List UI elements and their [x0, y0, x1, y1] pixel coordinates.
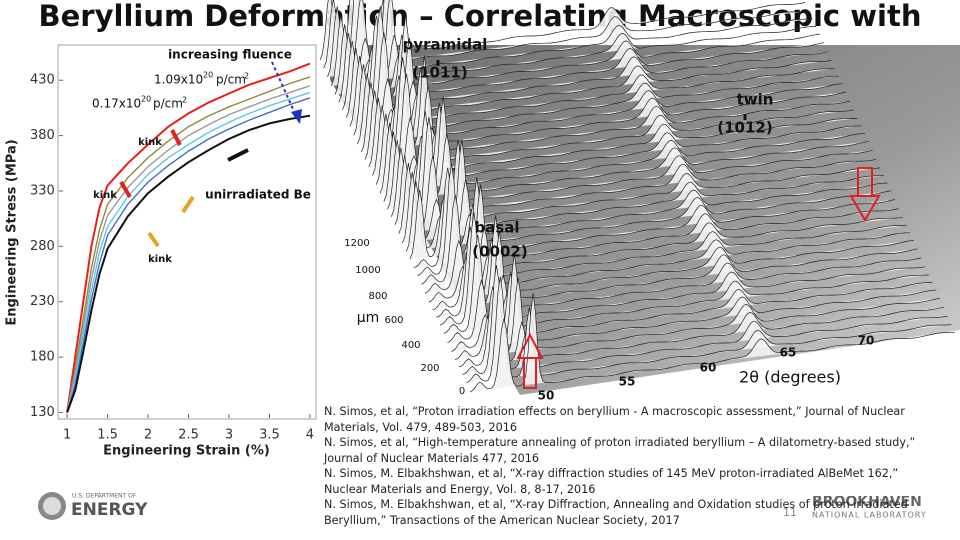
annotation: kink — [138, 137, 162, 148]
x-tick-label: 4 — [306, 428, 314, 443]
peak-tick — [436, 60, 440, 66]
reference: N. Simos, et al, “High-temperature annea… — [324, 436, 916, 465]
annotation: p/cm — [216, 73, 246, 87]
diffraction-label: (1012) — [717, 119, 772, 137]
kink-arrow — [227, 148, 249, 162]
diffraction-ridge — [462, 264, 948, 375]
footer: U.S. DEPARTMENT OF ENERGY BROOKHAVEN NAT… — [38, 492, 927, 520]
doe-small: U.S. DEPARTMENT OF — [72, 493, 137, 500]
diffraction-label: basal — [474, 219, 519, 237]
diffraction-ridge — [424, 232, 910, 294]
diffraction-label: pyramidal — [403, 36, 488, 54]
depth-tick-label: 1200 — [344, 238, 369, 249]
stress-strain-curve — [66, 97, 311, 413]
x-tick-label: 1.5 — [97, 428, 118, 443]
annotation: 2 — [182, 96, 187, 105]
diffraction-ridge — [458, 286, 944, 368]
annotation: unirradiated Be — [205, 188, 311, 202]
annotation: 20 — [203, 71, 213, 80]
y-tick-label: 430 — [30, 73, 55, 88]
kink-arrow — [119, 180, 132, 199]
slide-title: Beryllium Deformation – Correlating Macr… — [39, 0, 922, 33]
stress-strain-curve — [66, 114, 311, 413]
angle-tick-label: 60 — [700, 361, 717, 375]
fluence-arrow — [271, 61, 298, 119]
annotation: kink — [93, 190, 117, 201]
reference: N. Simos, et al, “Proton irradiation eff… — [324, 405, 905, 434]
diffraction-label: (1011) — [412, 64, 467, 82]
y-tick-label: 280 — [30, 239, 55, 254]
x-tick-label: 3 — [225, 428, 233, 443]
diffraction-label: 2θ (degrees) — [739, 368, 841, 387]
kink-arrow — [170, 129, 182, 146]
annotation: increasing fluence — [168, 48, 292, 62]
annotation: 0.17x10 — [92, 97, 141, 111]
arrow-head — [849, 195, 881, 222]
diffraction-ridge — [353, 64, 839, 136]
page-number: 11 — [783, 506, 797, 519]
bnl-name: BROOKHAVEN — [812, 494, 922, 510]
fluence-arrowhead — [291, 109, 302, 124]
reference: N. Simos, M. Elbakhshwan, et al, “X-ray … — [324, 467, 899, 496]
arrow-head — [516, 332, 544, 359]
annotation: kink — [148, 254, 172, 265]
depth-tick-label: 400 — [401, 340, 420, 351]
x-tick-label: 1 — [63, 428, 71, 443]
angle-tick-label: 50 — [538, 389, 555, 403]
y-tick-label: 380 — [30, 128, 55, 143]
angle-tick-label: 70 — [858, 334, 875, 348]
stress-strain-curve — [66, 85, 311, 413]
x-tick-label: 3.5 — [259, 428, 280, 443]
x-axis-label: Engineering Strain (%) — [103, 444, 270, 459]
kink-arrow — [181, 195, 195, 214]
annotation: 2 — [244, 72, 249, 81]
diffraction-label: µm — [357, 310, 380, 326]
y-tick-label: 130 — [30, 405, 55, 420]
depth-tick-label: 0 — [459, 386, 465, 397]
plot-area — [57, 44, 317, 420]
diffraction-label: twin — [737, 91, 774, 109]
diffraction-image: pyramidal (1011) twin (1012) basal (0002) µm 2θ… — [319, 0, 960, 403]
angle-tick-label: 55 — [619, 375, 636, 389]
bnl-sub: NATIONAL LABORATORY — [812, 511, 927, 520]
y-tick-label: 230 — [30, 294, 55, 309]
annotation: 20 — [141, 95, 151, 104]
depth-tick-label: 1000 — [355, 265, 380, 276]
depth-tick-label: 800 — [368, 291, 387, 302]
diffraction-ridge — [469, 293, 955, 393]
doe-name: ENERGY — [71, 500, 148, 520]
references: N. Simos, et al, “Proton irradiation eff… — [324, 404, 936, 527]
angle-tick-label: 65 — [780, 346, 797, 360]
y-tick-label: 330 — [30, 183, 55, 198]
stress-strain-curve — [66, 76, 311, 413]
diffraction-ridge — [372, 73, 858, 176]
annotation: 1.09x10 — [154, 73, 203, 87]
y-tick-label: 180 — [30, 350, 55, 365]
kink-arrow — [147, 231, 160, 248]
diffraction-ridge — [334, 24, 821, 95]
y-axis-label: Engineering Stress (MPa) — [5, 139, 20, 325]
x-tick-label: 2.5 — [178, 428, 199, 443]
x-tick-label: 2 — [144, 428, 152, 443]
depth-tick-label: 600 — [384, 315, 403, 326]
diffraction-ridge — [443, 234, 929, 334]
peak-tick — [743, 114, 747, 120]
diffraction-ridge — [466, 276, 952, 384]
doe-seal-inner — [43, 497, 61, 515]
stress-strain-curve — [66, 62, 311, 413]
diffraction-label: (0002) — [472, 243, 527, 261]
reference: N. Simos, M. Elbakhshwan, et al, “X-ray … — [324, 498, 908, 527]
stress-strain-curve — [66, 91, 311, 413]
depth-tick-label: 200 — [420, 363, 439, 374]
annotation: p/cm — [153, 97, 183, 111]
